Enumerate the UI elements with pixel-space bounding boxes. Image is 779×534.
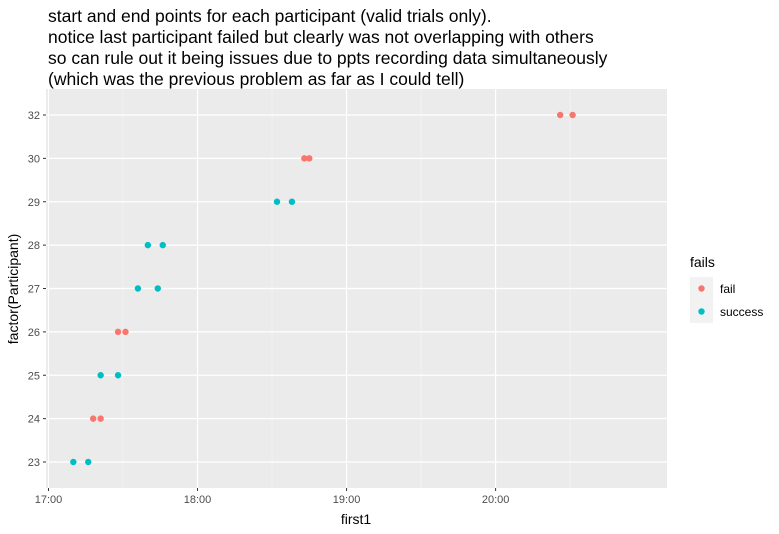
y-tick-label: 29 — [28, 197, 40, 209]
title-line-2: notice last participant failed but clear… — [48, 27, 594, 47]
data-point-success — [85, 458, 92, 466]
data-point-success — [154, 285, 161, 292]
data-point-success — [288, 198, 296, 205]
y-tick-label: 24 — [28, 414, 40, 426]
legend-label-fail: fail — [720, 282, 735, 296]
data-point-success — [70, 458, 77, 466]
title-line-3: so can rule out it being issues due to p… — [48, 48, 608, 68]
y-tick-label: 23 — [28, 457, 40, 469]
chart-title: start and end points for each participan… — [48, 6, 768, 90]
y-tick-label: 30 — [28, 153, 40, 165]
legend: fails fail success — [690, 254, 763, 323]
y-tick-label: 25 — [28, 370, 40, 382]
data-point-fail — [556, 111, 564, 119]
x-tick-label: 19:00 — [333, 494, 361, 506]
data-points — [70, 111, 576, 466]
data-point-fail — [89, 415, 97, 422]
x-tick-label: 18:00 — [184, 494, 212, 506]
data-point-success — [114, 372, 122, 379]
y-tick-label: 28 — [28, 240, 40, 252]
legend-label-success: success — [720, 305, 763, 319]
x-axis-title: first1 — [341, 511, 372, 527]
data-point-fail — [122, 328, 129, 336]
title-line-1: start and end points for each participan… — [48, 6, 492, 26]
y-tick-label: 26 — [28, 327, 40, 339]
data-point-success — [134, 285, 142, 292]
data-point-success — [144, 241, 152, 249]
x-tick-label: 20:00 — [482, 494, 510, 506]
data-point-fail — [301, 155, 308, 162]
data-point-fail — [569, 111, 576, 119]
legend-dot-fail — [698, 285, 705, 292]
data-point-success — [97, 372, 104, 379]
legend-title: fails — [690, 254, 715, 270]
legend-dot-success — [698, 308, 705, 315]
data-point-fail — [306, 155, 313, 162]
y-tick-label: 32 — [28, 110, 40, 122]
data-point-fail — [114, 328, 122, 336]
title-line-4: (which was the previous problem as far a… — [48, 69, 465, 89]
y-axis-title: factor(Participant) — [5, 234, 21, 344]
data-point-success — [159, 241, 166, 249]
data-point-fail — [97, 415, 104, 422]
y-tick-label: 27 — [28, 284, 40, 296]
y-axis: 23 24 25 26 27 28 29 30 32 — [28, 110, 46, 469]
data-point-success — [273, 198, 281, 205]
x-axis: 17:00 18:00 19:00 20:00 — [35, 488, 510, 506]
x-tick-label: 17:00 — [35, 494, 63, 506]
